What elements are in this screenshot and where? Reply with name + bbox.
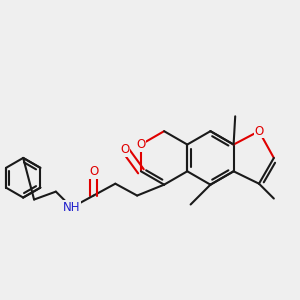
- Text: NH: NH: [63, 201, 80, 214]
- Text: O: O: [136, 138, 146, 151]
- Text: O: O: [121, 143, 130, 156]
- Text: O: O: [89, 165, 98, 178]
- Text: O: O: [254, 125, 264, 138]
